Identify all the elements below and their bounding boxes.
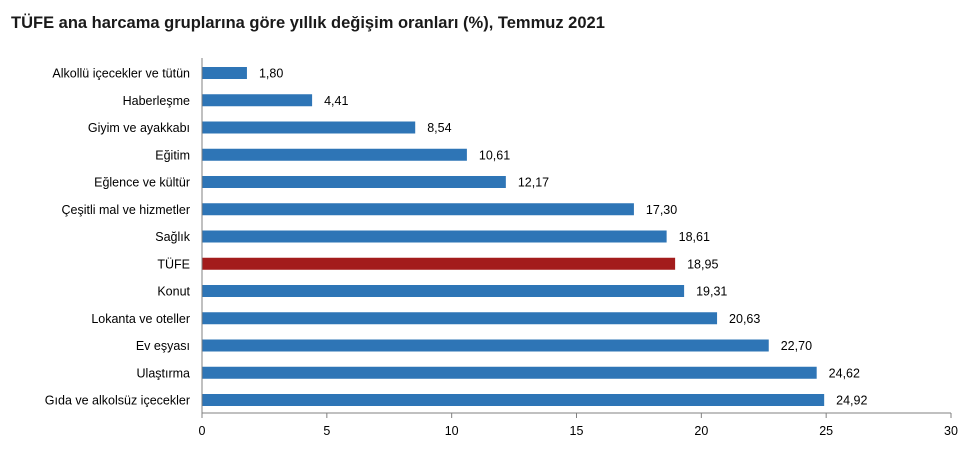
bar [202, 366, 817, 379]
x-tick-label: 0 [199, 424, 206, 438]
value-label: 20,63 [729, 312, 760, 326]
bar [202, 94, 313, 107]
bar [202, 67, 247, 79]
value-label: 8,54 [427, 121, 451, 135]
value-label: 18,61 [679, 230, 710, 244]
bar [202, 121, 416, 134]
bar [202, 176, 506, 188]
x-tick-label: 30 [944, 424, 958, 438]
bar [202, 230, 667, 243]
category-label: Sağlık [155, 230, 190, 244]
value-label: 24,62 [829, 366, 860, 380]
bar [202, 203, 634, 216]
category-label: Çeşitli mal ve hizmetler [61, 203, 190, 217]
value-label: 10,61 [479, 148, 510, 162]
bar [202, 148, 467, 161]
value-label: 4,41 [324, 94, 348, 108]
x-axis: 0 5 10 15 20 25 30 [199, 58, 958, 438]
category-label: Konut [157, 285, 190, 299]
category-label: Haberleşme [123, 94, 190, 108]
bar [202, 312, 718, 325]
x-tick-label: 25 [819, 424, 833, 438]
value-label: 19,31 [696, 285, 727, 299]
value-label: 1,80 [259, 67, 283, 81]
category-label: Ulaştırma [137, 366, 191, 380]
value-label: 24,92 [836, 394, 867, 408]
bar [202, 339, 769, 352]
x-tick-label: 20 [694, 424, 708, 438]
bar-tufe-highlight [202, 257, 676, 270]
value-label: 17,30 [646, 203, 677, 217]
category-label: Lokanta ve oteller [91, 312, 190, 326]
category-label: Alkollü içecekler ve tütün [52, 67, 190, 81]
category-label: Ev eşyası [136, 339, 190, 353]
x-tick-label: 10 [445, 424, 459, 438]
bar [202, 285, 685, 297]
category-label: Giyim ve ayakkabı [88, 121, 190, 135]
category-label: Eğitim [155, 148, 190, 162]
bar [202, 394, 825, 406]
value-label: 12,17 [518, 176, 549, 190]
category-label: Eğlence ve kültür [94, 176, 190, 190]
category-label: TÜFE [157, 257, 190, 271]
value-label: 18,95 [687, 257, 718, 271]
category-labels: Alkollü içecekler ve tütün Haberleşme Giyi… [45, 67, 191, 408]
x-tick-label: 15 [570, 424, 584, 438]
x-tick-label: 5 [323, 424, 330, 438]
category-label: Gıda ve alkolsüz içecekler [45, 394, 190, 408]
chart-title: TÜFE ana harcama gruplarına göre yıllık … [11, 14, 605, 32]
value-label: 22,70 [781, 339, 812, 353]
bar-group [202, 67, 825, 406]
